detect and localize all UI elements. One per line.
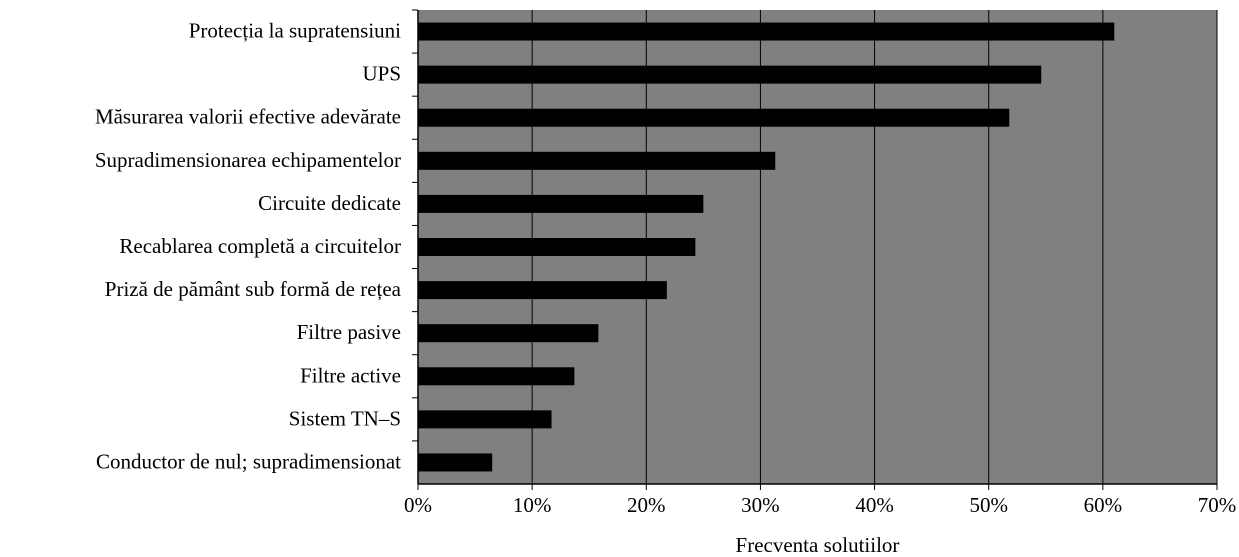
category-labels: Protecția la supratensiuni UPS Măsurarea v… (95, 19, 402, 474)
x-tick-label: 60% (1084, 493, 1123, 517)
x-tick-label: 70% (1198, 493, 1237, 517)
category-label: Sistem TN–S (289, 406, 401, 430)
x-tick-label: 40% (855, 493, 894, 517)
bars (418, 22, 1115, 472)
bar (418, 151, 776, 170)
x-tick-labels: 0% 10% 20% 30% 40% 50% 60% 70% (404, 493, 1236, 517)
x-tick-label: 50% (969, 493, 1008, 517)
axes (412, 9, 1218, 490)
bar (418, 410, 552, 429)
x-tick-label: 20% (627, 493, 666, 517)
category-label: Filtre pasive (297, 320, 401, 344)
x-axis-title: Frecventa solutiilor (736, 533, 900, 557)
bar (418, 65, 1042, 84)
bar (418, 367, 575, 386)
bar (418, 453, 493, 472)
category-label: Circuite dedicate (258, 191, 401, 215)
category-label: Măsurarea valorii efective adevărate (95, 105, 401, 129)
x-tick-label: 0% (404, 493, 432, 517)
bar (418, 238, 696, 256)
bar (418, 281, 667, 300)
x-tick-label: 30% (741, 493, 780, 517)
bar (418, 108, 1010, 127)
category-label: Recablarea completă a circuitelor (119, 234, 401, 258)
category-label: Protecția la supratensiuni (189, 19, 401, 43)
category-label: Conductor de nul; supradimensionat (96, 449, 401, 473)
bar (418, 324, 599, 343)
category-label: UPS (362, 62, 401, 86)
category-label: Filtre active (300, 363, 401, 387)
category-label: Priză de pământ sub formă de rețea (105, 277, 402, 301)
category-label: Supradimensionarea echipamentelor (95, 148, 401, 172)
bar (418, 22, 1115, 41)
bar (418, 194, 704, 213)
x-tick-label: 10% (513, 493, 552, 517)
